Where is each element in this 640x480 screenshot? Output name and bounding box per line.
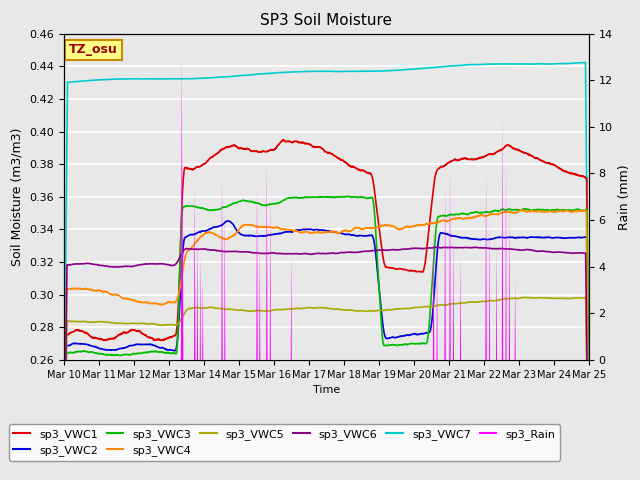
Text: TZ_osu: TZ_osu — [69, 43, 118, 56]
Title: SP3 Soil Moisture: SP3 Soil Moisture — [260, 13, 392, 28]
Legend: sp3_VWC1, sp3_VWC2, sp3_VWC3, sp3_VWC4, sp3_VWC5, sp3_VWC6, sp3_VWC7, sp3_Rain: sp3_VWC1, sp3_VWC2, sp3_VWC3, sp3_VWC4, … — [9, 424, 560, 461]
Y-axis label: Soil Moisture (m3/m3): Soil Moisture (m3/m3) — [11, 128, 24, 266]
X-axis label: Time: Time — [313, 385, 340, 395]
Y-axis label: Rain (mm): Rain (mm) — [618, 164, 631, 229]
